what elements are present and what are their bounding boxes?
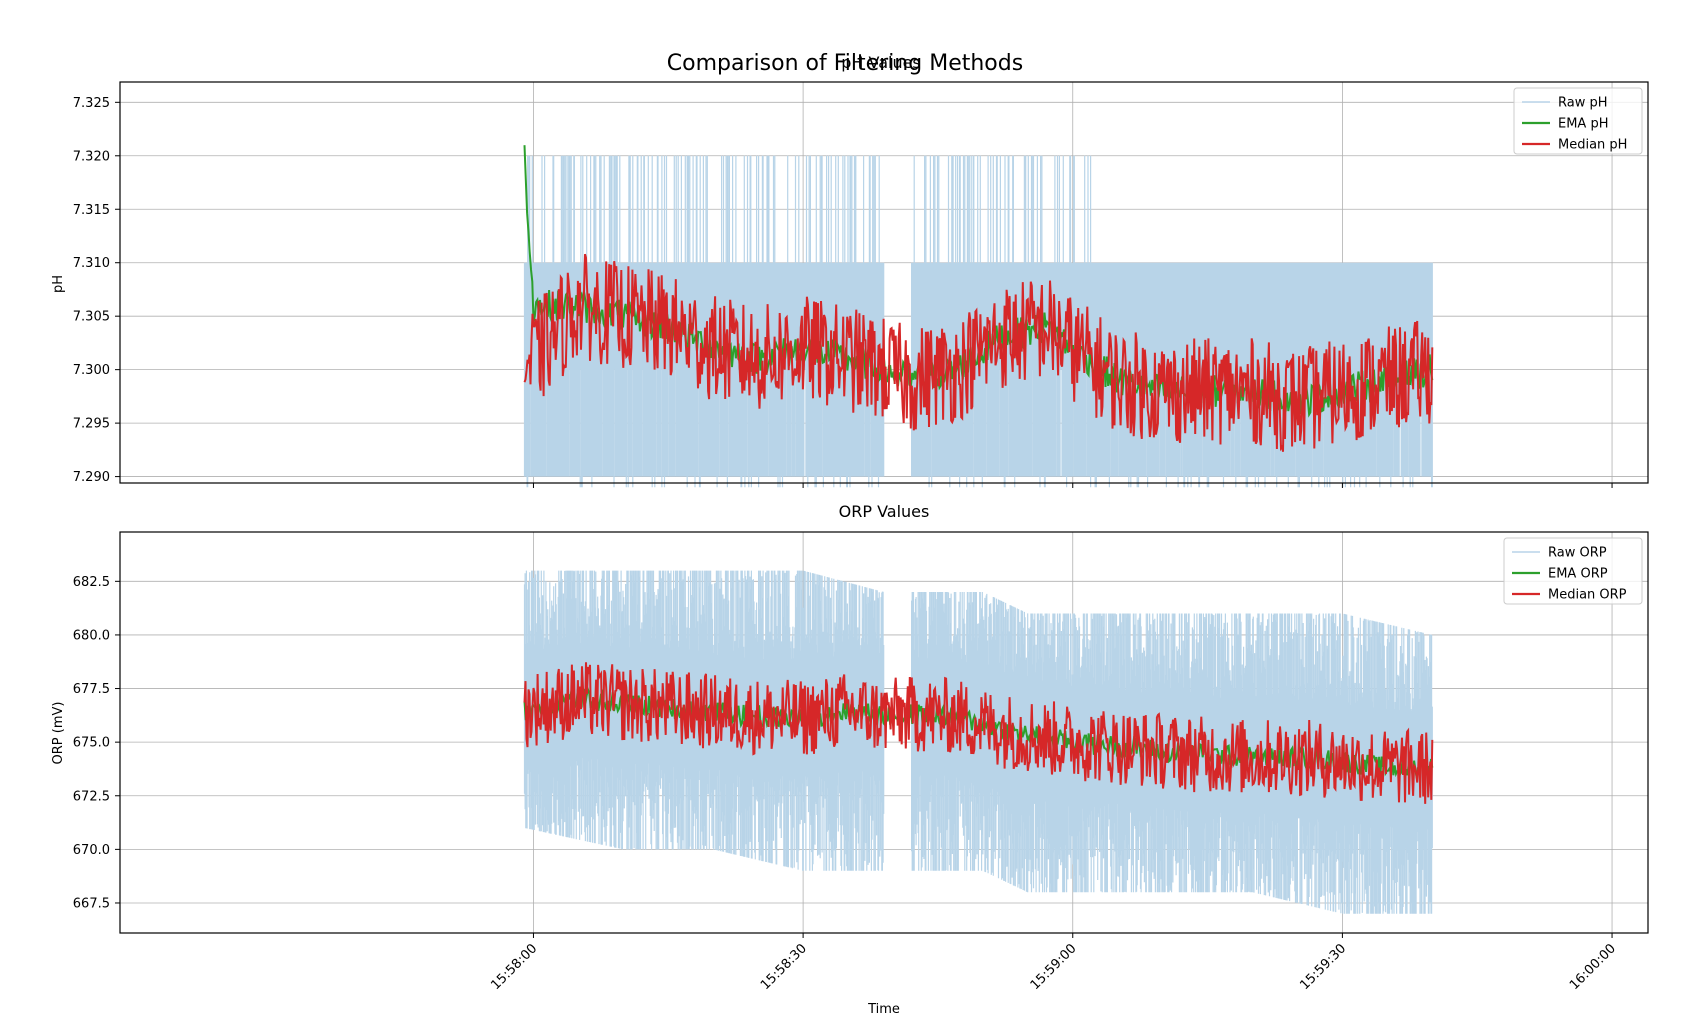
y-tick-label: 682.5 — [73, 575, 110, 590]
legend-label: Raw ORP — [1548, 546, 1607, 561]
x-tick-label: 15:58:00 — [488, 941, 540, 993]
y-tick-label: 670.0 — [73, 843, 110, 858]
y-tick-label: 7.300 — [73, 363, 110, 378]
ph-axes-frame — [119, 81, 1649, 484]
y-tick-label: 7.320 — [73, 149, 110, 164]
x-tick-label: 15:58:30 — [758, 941, 810, 993]
y-tick-label: 7.295 — [73, 417, 110, 432]
y-tick-label: 677.5 — [73, 682, 110, 697]
y-tick-label: 667.5 — [73, 896, 110, 911]
median-series-line — [523, 253, 1434, 452]
legend-box — [1503, 537, 1643, 605]
y-tick-label: 672.5 — [73, 789, 110, 804]
orp-x-ticks: 15:58:00 15:58:30 15:59:00 15:59:30 16:00:00 — [488, 933, 1619, 993]
orp-y-axis-label: ORP (mV) — [51, 702, 66, 765]
orp-y-ticks: 667.5 670.0 672.5 675.0 677.5 680.0 682.5 — [73, 575, 120, 911]
y-tick-label: 7.310 — [73, 256, 110, 271]
y-tick-label: 7.290 — [73, 470, 110, 485]
legend-label: Raw pH — [1558, 96, 1608, 111]
orp-axes-title: ORP Values — [839, 502, 930, 521]
legend-label: Median ORP — [1548, 588, 1627, 603]
ph-axes: pH Values 7.290 7.295 7.300 7.305 7.310 7.315… — [51, 53, 1649, 488]
y-tick-label: 7.315 — [73, 203, 110, 218]
y-tick-label: 7.305 — [73, 310, 110, 325]
orp-axes-frame — [119, 531, 1649, 934]
y-tick-label: 680.0 — [73, 628, 110, 643]
y-tick-label: 675.0 — [73, 736, 110, 751]
ph-y-axis-label: pH — [51, 275, 66, 293]
x-axis-label: Time — [867, 1002, 900, 1017]
x-tick-label: 15:59:30 — [1297, 941, 1349, 993]
ph-axes-title: pH Values — [841, 53, 921, 72]
y-tick-label: 7.325 — [73, 96, 110, 111]
orp-axes: ORP Values 667.5 670.0 672.5 675.0 677.5 680.… — [51, 502, 1649, 993]
ph-x-ticks — [532, 483, 1613, 488]
ph-legend: Raw pH EMA pH Median pH — [1513, 87, 1643, 155]
ph-y-ticks: 7.290 7.295 7.300 7.305 7.310 7.315 7.320 7.325 — [73, 96, 120, 485]
median-ph-series — [523, 253, 1434, 452]
legend-label: EMA pH — [1558, 117, 1608, 132]
orp-legend: Raw ORP EMA ORP Median ORP — [1503, 537, 1643, 605]
figure-title: Comparison of Filtering Methods — [667, 51, 1023, 76]
x-tick-label: 15:59:00 — [1028, 941, 1080, 993]
x-tick-label: 16:00:00 — [1567, 941, 1619, 993]
legend-box — [1513, 87, 1643, 155]
legend-label: Median pH — [1558, 138, 1627, 153]
legend-label: EMA ORP — [1548, 567, 1608, 582]
median-series-line — [523, 662, 1434, 804]
median-orp-series — [523, 662, 1434, 804]
